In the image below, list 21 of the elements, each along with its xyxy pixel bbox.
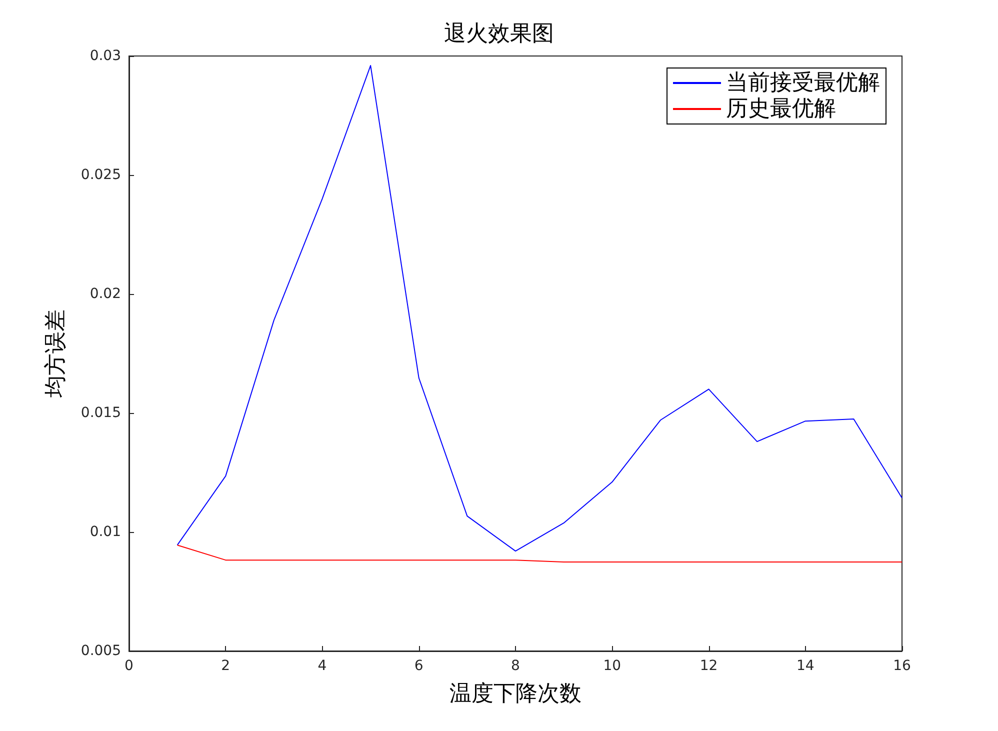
x-tick-label: 16 — [893, 658, 911, 674]
legend-label: 历史最优解 — [726, 96, 836, 122]
x-tick-label: 4 — [318, 658, 327, 674]
x-tick-label: 14 — [796, 658, 814, 674]
x-tick-label: 0 — [124, 658, 134, 674]
y-tick-label: 0.015 — [80, 405, 121, 421]
x-tick-label: 8 — [511, 658, 520, 674]
y-tick-label: 0.005 — [80, 643, 121, 659]
line-series — [176, 65, 902, 552]
chart-title: 退火效果图 — [444, 22, 554, 46]
x-tick-label: 2 — [221, 658, 230, 674]
x-axis-title: 温度下降次数 — [450, 682, 582, 706]
x-tick-label: 12 — [700, 658, 718, 674]
x-tick-label: 6 — [414, 658, 424, 674]
y-tick-label: 0.025 — [80, 167, 121, 183]
legend-label: 当前接受最优解 — [726, 70, 880, 96]
y-tick-label: 0.01 — [90, 524, 121, 540]
x-tick-label: 10 — [603, 658, 622, 674]
y-axis-title: 均方误差 — [44, 310, 68, 398]
y-tick-label: 0.02 — [90, 286, 121, 302]
y-tick-label: 0.03 — [90, 48, 121, 64]
